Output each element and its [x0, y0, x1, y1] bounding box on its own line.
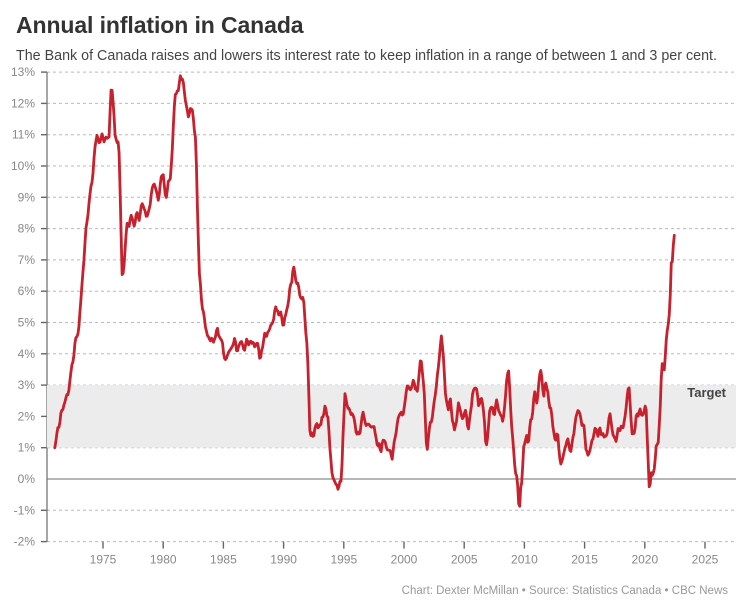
- svg-text:3%: 3%: [18, 378, 36, 392]
- svg-text:1990: 1990: [270, 553, 297, 567]
- svg-text:2%: 2%: [18, 409, 36, 423]
- svg-text:1995: 1995: [330, 553, 357, 567]
- svg-text:2025: 2025: [692, 553, 719, 567]
- svg-text:6%: 6%: [18, 284, 36, 298]
- svg-text:1%: 1%: [18, 441, 36, 455]
- svg-text:11%: 11%: [12, 128, 35, 142]
- svg-text:1980: 1980: [150, 553, 177, 567]
- svg-text:2010: 2010: [511, 553, 538, 567]
- svg-text:2000: 2000: [391, 553, 418, 567]
- svg-text:2015: 2015: [571, 553, 598, 567]
- svg-text:7%: 7%: [18, 253, 36, 267]
- svg-text:5%: 5%: [18, 316, 36, 330]
- svg-text:0%: 0%: [18, 472, 36, 486]
- svg-text:1985: 1985: [210, 553, 237, 567]
- svg-text:13%: 13%: [11, 65, 35, 79]
- svg-text:2005: 2005: [451, 553, 478, 567]
- svg-text:4%: 4%: [18, 347, 36, 361]
- svg-text:1975: 1975: [90, 553, 117, 567]
- svg-text:12%: 12%: [11, 96, 35, 110]
- svg-text:10%: 10%: [11, 159, 35, 173]
- svg-text:2020: 2020: [631, 553, 658, 567]
- svg-text:9%: 9%: [18, 190, 36, 204]
- svg-text:Target: Target: [687, 385, 726, 400]
- svg-text:8%: 8%: [18, 222, 36, 236]
- svg-text:-2%: -2%: [14, 535, 36, 549]
- svg-text:-1%: -1%: [14, 503, 36, 517]
